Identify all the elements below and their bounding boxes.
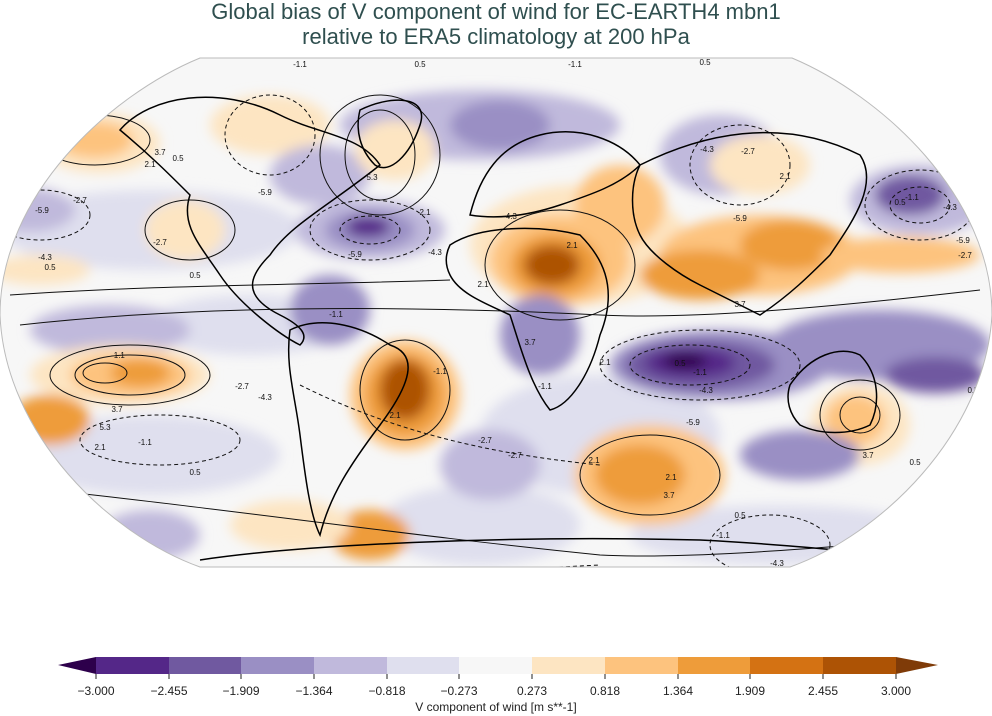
- svg-text:0.5: 0.5: [674, 359, 686, 368]
- svg-text:2.1: 2.1: [599, 358, 611, 367]
- svg-text:-1.1: -1.1: [138, 438, 152, 447]
- svg-text:-1.1: -1.1: [568, 60, 582, 69]
- svg-text:-4.3: -4.3: [428, 248, 442, 257]
- svg-text:-4.3: -4.3: [503, 212, 517, 221]
- svg-text:-1.1: -1.1: [118, 556, 132, 565]
- svg-text:-1.1: -1.1: [433, 367, 447, 376]
- svg-text:-5.9: -5.9: [258, 188, 272, 197]
- svg-text:2.1: 2.1: [588, 456, 600, 465]
- svg-text:2.1: 2.1: [419, 208, 431, 217]
- colorbar-tick: 1.909: [734, 684, 766, 698]
- svg-text:2.1: 2.1: [144, 160, 156, 169]
- svg-text:-5.9: -5.9: [348, 250, 362, 259]
- colorbar-tick: 1.364: [662, 684, 694, 698]
- colorbar-tick: −0.818: [368, 684, 406, 698]
- colorbar-tick: −2.455: [150, 684, 188, 698]
- svg-text:-2.7: -2.7: [741, 147, 755, 156]
- svg-text:0.5: 0.5: [734, 511, 746, 520]
- svg-text:-2.7: -2.7: [73, 196, 87, 205]
- svg-text:3.7: 3.7: [404, 569, 416, 570]
- svg-text:-2.7: -2.7: [958, 251, 972, 260]
- svg-text:-1.1: -1.1: [716, 531, 730, 540]
- svg-text:0.5: 0.5: [189, 468, 201, 477]
- svg-text:-4.3: -4.3: [258, 393, 272, 402]
- colorbar: [58, 657, 938, 679]
- svg-text:0.5: 0.5: [894, 198, 906, 207]
- svg-text:2.1: 2.1: [566, 241, 578, 250]
- svg-text:-5.9: -5.9: [35, 206, 49, 215]
- svg-text:0.5: 0.5: [144, 545, 156, 554]
- svg-text:3.7: 3.7: [862, 451, 874, 460]
- svg-text:0.5: 0.5: [172, 154, 184, 163]
- colorbar-extend-min: [58, 657, 96, 674]
- colorbar-tick: 0.818: [589, 684, 621, 698]
- svg-text:5.3: 5.3: [366, 173, 378, 182]
- colorbar-tick: 3.000: [880, 684, 912, 698]
- chart-title-line1: Global bias of V component of wind for E…: [211, 0, 781, 24]
- svg-text:-1.1: -1.1: [905, 193, 919, 202]
- colorbar-extend-max: [896, 657, 938, 674]
- colorbar-tick: 0.273: [516, 684, 548, 698]
- svg-text:-5.9: -5.9: [686, 418, 700, 427]
- svg-text:-2.7: -2.7: [508, 451, 522, 460]
- svg-text:0.5: 0.5: [699, 58, 711, 67]
- svg-text:-2.7: -2.7: [235, 382, 249, 391]
- svg-text:0.5: 0.5: [189, 271, 201, 280]
- svg-text:-1.1: -1.1: [538, 382, 552, 391]
- colorbar-tick: 2.455: [807, 684, 839, 698]
- colorbar-tick: −1.909: [222, 684, 260, 698]
- svg-text:-2.7: -2.7: [478, 436, 492, 445]
- svg-text:3.7: 3.7: [734, 300, 746, 309]
- svg-text:5.3: 5.3: [99, 423, 111, 432]
- svg-text:-4.3: -4.3: [770, 559, 784, 568]
- colorbar-tick: −1.364: [295, 684, 333, 698]
- svg-text:3.7: 3.7: [524, 338, 536, 347]
- svg-text:0.5: 0.5: [44, 263, 56, 272]
- colorbar-tick: −3.000: [77, 684, 115, 698]
- svg-text:0.5: 0.5: [414, 60, 426, 69]
- colorbar-tick: −0.273: [440, 684, 478, 698]
- map-plot: -1.1 0.5 -1.1 0.5 3.7 2.1 0.5 -5.9 -2.7 …: [0, 57, 992, 570]
- svg-text:2.1: 2.1: [389, 411, 401, 420]
- svg-text:3.7: 3.7: [154, 148, 166, 157]
- svg-text:-4.3: -4.3: [700, 145, 714, 154]
- svg-text:0.5: 0.5: [967, 386, 979, 395]
- svg-text:2.1: 2.1: [94, 443, 106, 452]
- svg-text:0.5: 0.5: [909, 458, 921, 467]
- svg-text:-4.3: -4.3: [699, 386, 713, 395]
- svg-text:-1.1: -1.1: [329, 310, 343, 319]
- svg-text:3.7: 3.7: [663, 491, 675, 500]
- svg-text:-1.1: -1.1: [293, 60, 307, 69]
- svg-text:2.1: 2.1: [477, 280, 489, 289]
- svg-text:-5.9: -5.9: [733, 214, 747, 223]
- svg-text:-1.1: -1.1: [693, 368, 707, 377]
- svg-text:2.1: 2.1: [665, 473, 677, 482]
- svg-text:-2.7: -2.7: [153, 238, 167, 247]
- svg-text:3.7: 3.7: [111, 405, 123, 414]
- chart-title-line2: relative to ERA5 climatology at 200 hPa: [302, 24, 690, 49]
- svg-text:-1.1: -1.1: [111, 351, 125, 360]
- svg-text:-5.9: -5.9: [956, 236, 970, 245]
- colorbar-title: V component of wind [m s**-1]: [415, 700, 577, 714]
- svg-text:2.1: 2.1: [779, 172, 791, 181]
- svg-text:-4.3: -4.3: [38, 253, 52, 262]
- svg-text:-4.3: -4.3: [943, 203, 957, 212]
